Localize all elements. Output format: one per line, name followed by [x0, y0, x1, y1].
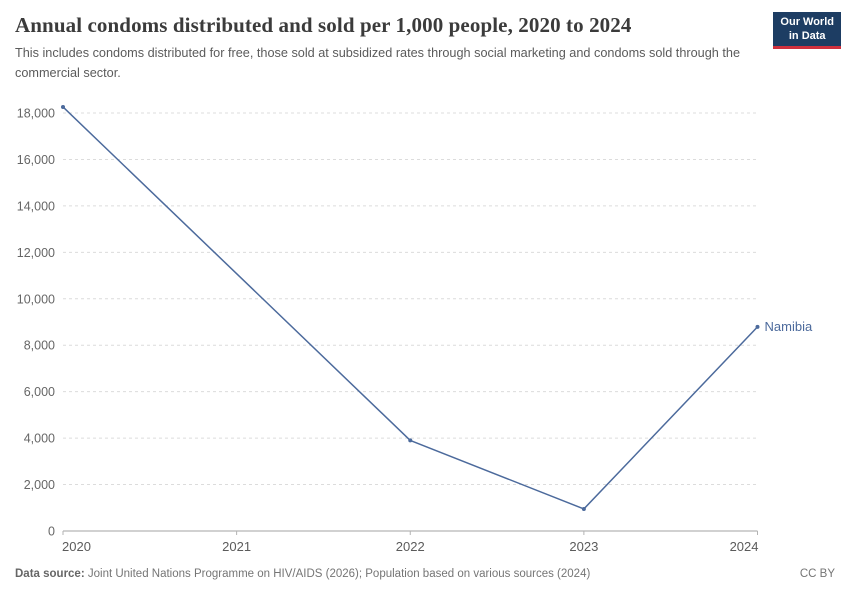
- y-axis-tick-label: 4,000: [24, 432, 55, 446]
- y-axis-tick-label: 8,000: [24, 339, 55, 353]
- y-axis-tick-label: 10,000: [17, 292, 55, 306]
- y-axis-tick-label: 2,000: [24, 478, 55, 492]
- x-axis-tick-label: 2022: [396, 539, 425, 554]
- data-point-2023[interactable]: [581, 506, 586, 511]
- x-axis-tick-label: 2021: [222, 539, 251, 554]
- y-axis-tick-label: 6,000: [24, 385, 55, 399]
- series-line-namibia[interactable]: [62, 106, 759, 510]
- data-point-2024[interactable]: [755, 324, 760, 329]
- y-axis-tick-label: 16,000: [17, 153, 55, 167]
- chart-footer: Data source: Joint United Nations Progra…: [15, 568, 835, 580]
- x-axis-tick-label: 2023: [569, 539, 598, 554]
- x-axis-tick-label: 2020: [62, 539, 91, 554]
- owid-logo[interactable]: Our World in Data: [773, 12, 841, 49]
- data-point-2020[interactable]: [61, 104, 65, 109]
- chart-header: Annual condoms distributed and sold per …: [15, 13, 765, 83]
- x-axis-tick-label: 2024: [730, 539, 759, 554]
- chart-title: Annual condoms distributed and sold per …: [15, 13, 632, 37]
- data-source-note: Data source: Joint United Nations Progra…: [15, 568, 590, 580]
- y-axis-tick-label: 12,000: [17, 246, 55, 260]
- license-link[interactable]: CC BY: [799, 568, 835, 580]
- chart-subtitle: This includes condoms distributed for fr…: [15, 46, 740, 80]
- data-point-2022[interactable]: [408, 438, 413, 443]
- y-axis-tick-label: 18,000: [17, 107, 55, 121]
- series-end-label[interactable]: Namibia: [765, 319, 813, 334]
- owid-logo-line2: in Data: [788, 29, 826, 42]
- owid-logo-line1: Our World: [780, 16, 834, 28]
- data-source-text: Joint United Nations Programme on HIV/AI…: [84, 568, 591, 580]
- y-axis-tick-label: 0: [48, 525, 55, 539]
- data-source-label: Data source:: [15, 568, 85, 580]
- y-axis-tick-label: 14,000: [17, 199, 55, 213]
